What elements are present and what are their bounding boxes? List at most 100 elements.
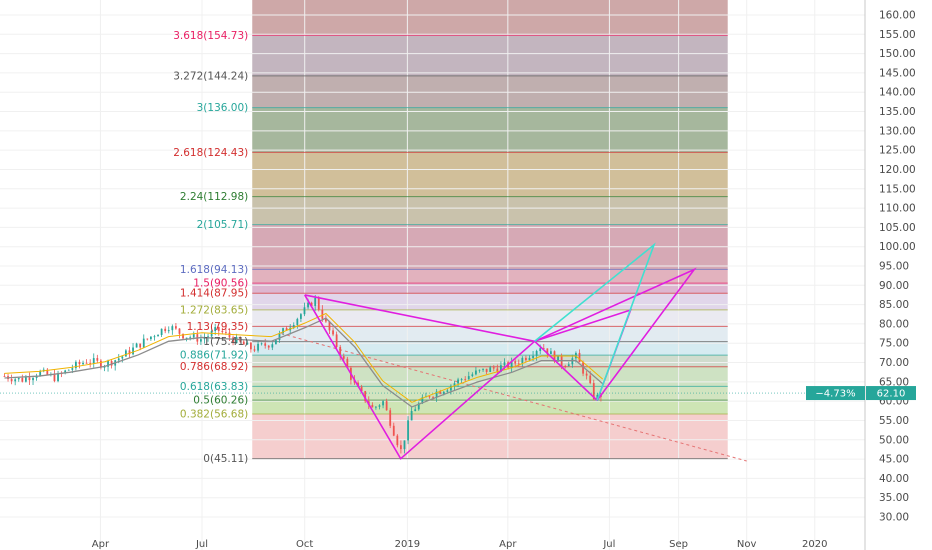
fib-level-label: 1.13(79.35) [187, 321, 249, 333]
candle-body [250, 342, 252, 350]
candle-body [128, 350, 131, 355]
candle-body [221, 330, 224, 333]
pattern-leg[interactable] [304, 294, 535, 343]
candle-body [189, 337, 192, 339]
candle-body [310, 302, 313, 306]
candle-body [364, 391, 367, 402]
candle-body [271, 344, 274, 348]
fib-level-label: 2.24(112.98) [180, 191, 248, 203]
ma-fast-line [4, 312, 604, 403]
fib-level-label: 0.886(71.92) [180, 350, 248, 362]
dashed-trend-line[interactable] [281, 333, 747, 462]
candle-body [596, 394, 599, 400]
candle-body [550, 351, 552, 355]
candle-body [285, 328, 288, 331]
fib-level-label: 3(136.00) [197, 102, 249, 114]
candle-body [21, 378, 24, 382]
candle-body [528, 357, 531, 361]
candle-body [300, 314, 302, 319]
candle-body [17, 378, 20, 380]
price-tick-label: 75.00 [879, 338, 909, 350]
candle-body [521, 357, 524, 364]
candle-body [307, 302, 309, 308]
time-axis[interactable]: Apr Jul Oct 2019 Apr Jul Sep Nov 2020 [92, 539, 828, 550]
time-tick-label: Sep [669, 539, 688, 550]
candle-body [517, 363, 520, 365]
candle-body [542, 348, 545, 350]
time-tick-label: Jul [195, 539, 208, 550]
pattern-leg[interactable] [534, 340, 598, 401]
harmonic-pattern[interactable] [304, 242, 697, 460]
fib-level-label: 3.272(144.24) [173, 70, 248, 82]
candle-body [46, 369, 49, 375]
candle-body [275, 340, 277, 345]
candle-body [475, 370, 477, 375]
candle-body [214, 327, 217, 331]
candle-body [492, 367, 495, 369]
candle-body [78, 361, 81, 365]
pattern-leg[interactable] [534, 267, 697, 401]
candle-body [264, 343, 267, 346]
price-tick-label: 145.00 [879, 67, 916, 79]
candle-body [546, 348, 549, 355]
candle-body [103, 366, 106, 368]
candle-body [564, 366, 567, 367]
candle-body [392, 425, 395, 436]
time-tick-label: Jul [602, 539, 615, 550]
fib-band [252, 326, 728, 342]
candle-body [182, 333, 184, 339]
price-tick-label: 135.00 [879, 106, 916, 118]
fib-band [252, 196, 728, 225]
fib-band [252, 107, 728, 153]
candle-body [589, 375, 592, 384]
candle-body [135, 343, 138, 348]
candle-body [228, 332, 231, 338]
candle-body [74, 361, 77, 369]
candle-body [303, 307, 306, 315]
candle-body [232, 337, 234, 343]
candle-body [567, 364, 570, 367]
candle-body [400, 445, 402, 450]
candle-body [385, 401, 388, 411]
candle-body [200, 339, 202, 342]
candle-body [160, 328, 163, 335]
candle-body [482, 368, 484, 370]
candle-body [510, 361, 513, 368]
candle-body [3, 376, 6, 377]
candle-body [428, 396, 431, 398]
candle-body [417, 403, 420, 410]
fib-band [252, 341, 728, 356]
candle-body [257, 343, 259, 351]
price-tick-label: 40.00 [879, 473, 909, 485]
price-tick-label: 110.00 [879, 203, 916, 215]
candle-body [35, 375, 38, 379]
pattern-leg[interactable] [534, 242, 656, 401]
candle-body [24, 377, 27, 382]
candle-body [28, 377, 31, 381]
candle-body [192, 334, 195, 338]
candle-body [235, 337, 238, 343]
price-tick-label: 105.00 [879, 222, 916, 234]
candle-body [157, 334, 159, 337]
price-tick-label: 150.00 [879, 48, 916, 60]
candle-body [453, 383, 456, 386]
candle-body [485, 368, 488, 372]
price-tick-label: 95.00 [879, 261, 909, 273]
candle-body [346, 358, 349, 368]
candle-body [535, 350, 538, 356]
ma-line [4, 317, 604, 408]
candle-body [278, 333, 281, 341]
candle-body [267, 345, 270, 348]
price-axis[interactable]: 160.00 155.00 150.00 145.00 140.00 135.00 130.… [879, 10, 916, 524]
candle-body [382, 401, 384, 406]
fib-level-label: 1.272(83.65) [180, 304, 248, 316]
candle-body [139, 343, 142, 348]
candle-body [246, 342, 249, 345]
candle-body [67, 369, 70, 371]
trend-line[interactable] [281, 333, 747, 462]
candle-body [64, 370, 67, 374]
candle-body [478, 369, 481, 371]
pattern-leg[interactable] [304, 294, 536, 460]
candle-body [460, 379, 463, 380]
